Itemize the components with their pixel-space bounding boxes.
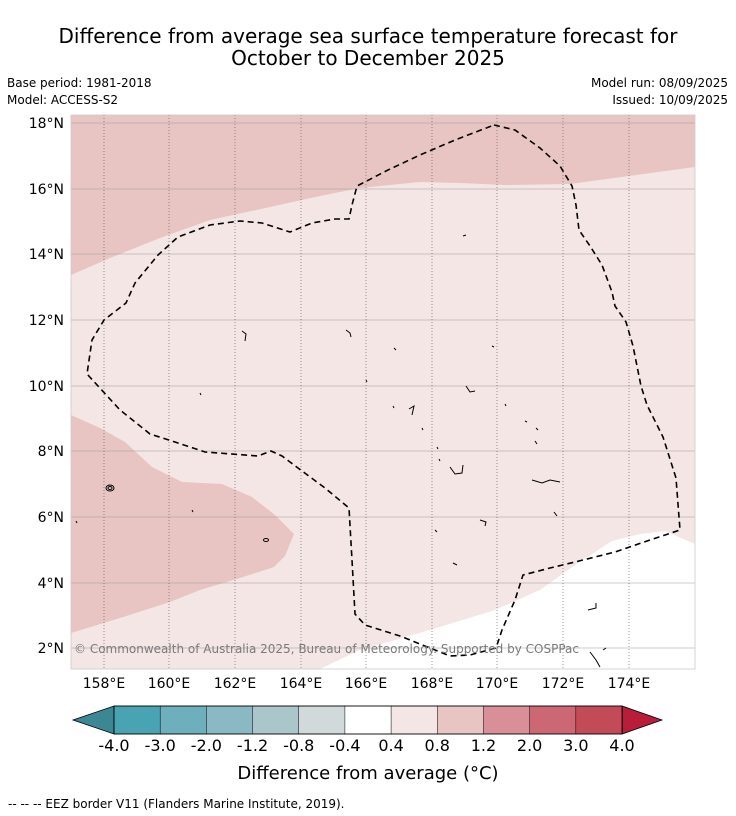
colorbar-label: Difference from average (°C) [237,763,499,784]
eez-border [86,124,681,657]
atoll-14 [587,603,597,611]
lon-label: 168°E [411,676,454,692]
atoll-8 [449,464,464,475]
lat-label: 4°N [38,576,64,592]
atoll-24 [392,405,395,409]
atoll-2 [345,329,352,338]
model-run-date: Model run: 08/09/2025 [590,76,728,90]
colorbar-tick-label: -0.8 [283,736,314,755]
atoll-26 [438,458,441,462]
lon-label: 172°E [542,676,585,692]
atoll-17 [199,392,202,396]
atoll-1 [241,330,247,342]
colorbar-segment [390,705,439,735]
atoll-23 [436,446,439,450]
copyright-notice: © Commonwealth of Australia 2025, Bureau… [74,642,579,656]
lat-label: 2°N [38,641,64,657]
colorbar-over-arrow [621,705,664,735]
atoll-20 [524,420,528,423]
atoll-13 [434,529,438,533]
anomaly-fill-west [71,415,294,633]
issued-date: Issued: 10/09/2025 [612,93,728,107]
atoll-11 [479,519,487,527]
longitude-labels: 158°E 160°E 162°E 164°E 166°E 168°E 170°… [83,676,651,692]
atoll-7 [408,404,415,416]
lat-label: 16°N [29,182,64,198]
islands [75,234,607,668]
colorbar-segment [529,705,577,735]
lon-label: 158°E [83,676,126,692]
lat-label: 8°N [38,444,64,460]
atoll-3 [393,347,397,351]
colorbar-tick-label: -4.0 [98,736,129,755]
colorbar-tick-label: -2.0 [191,736,222,755]
atoll-19 [504,403,507,407]
lon-label: 164°E [280,676,323,692]
atoll-15 [589,651,601,668]
colorbar: -4.0 -3.0 -2.0 -1.2 -0.8 -0.4 0.4 0.8 1.2 2.0 3.0 4… [71,705,664,755]
colorbar-segment [298,705,346,735]
island-pohnpei [105,484,115,492]
colorbar-segment [344,705,392,735]
atoll-27 [365,379,368,383]
colorbar-tick-label: -3.0 [145,736,176,755]
colorbar-under-arrow [71,705,115,735]
atoll-5 [491,345,495,348]
atoll-4 [462,234,467,237]
colorbar-frame [113,705,623,735]
lat-label: 14°N [29,247,64,263]
lat-label: 12°N [29,313,64,329]
colorbar-segment [575,705,623,735]
lon-label: 170°E [476,676,519,692]
atoll-12 [452,562,458,566]
colorbar-tick-label: 3.0 [563,736,588,755]
lon-label: 166°E [345,676,388,692]
colorbar-tick-label: -1.2 [237,736,268,755]
model-name: Model: ACCESS-S2 [7,93,119,107]
colorbar-segment [159,705,208,735]
atoll-21 [535,427,539,431]
colorbar-segment [206,705,254,735]
colorbar-tick-label: 2.0 [517,736,542,755]
colorbar-tick-label: 4.0 [609,736,634,755]
map-title-line-1: Difference from average sea surface temp… [58,24,678,48]
lat-label: 18°N [29,116,64,132]
colorbar-segment [437,705,485,735]
lon-label: 174°E [608,676,651,692]
colorbar-tick-label: 0.4 [378,736,403,755]
anomaly-fill-north [71,115,695,275]
island-kosrae [263,538,269,542]
atoll-16 [602,647,607,651]
atoll-18 [191,509,194,513]
atoll-25 [421,427,424,431]
latitude-gridlines [71,122,695,649]
latitude-labels: 18°N 16°N 14°N 12°N 10°N 8°N 6°N 4°N 2°N [29,116,64,657]
colorbar-tick-label: 1.2 [471,736,496,755]
lon-label: 162°E [214,676,257,692]
atoll-28 [75,520,78,524]
atoll-10 [553,511,558,517]
atoll-6 [465,385,476,393]
colorbar-segment [483,705,531,735]
lon-label: 160°E [148,676,191,692]
map-frame [70,114,696,670]
colorbar-tick-labels: -4.0 -3.0 -2.0 -1.2 -0.8 -0.4 0.4 0.8 1.2 2.0 3.0 4… [98,736,634,755]
colorbar-tick-label: 0.8 [425,736,450,755]
atoll-9 [531,479,561,484]
colorbar-segment [113,705,161,735]
atoll-22 [534,440,538,445]
map-title-line-2: October to December 2025 [231,46,505,70]
anomaly-fill-southeast [320,531,695,669]
colorbar-segment [252,705,300,735]
eez-legend-note: -- -- -- EEZ border V11 (Flanders Marine… [8,797,345,811]
base-period: Base period: 1981-2018 [7,76,152,90]
colorbar-segments [113,705,623,735]
colorbar-tick-label: -0.4 [329,736,360,755]
lat-label: 10°N [29,379,64,395]
island-pohnpei-inner [107,486,113,490]
lat-label: 6°N [38,510,64,526]
map-area: © Commonwealth of Australia 2025, Bureau… [71,115,695,669]
